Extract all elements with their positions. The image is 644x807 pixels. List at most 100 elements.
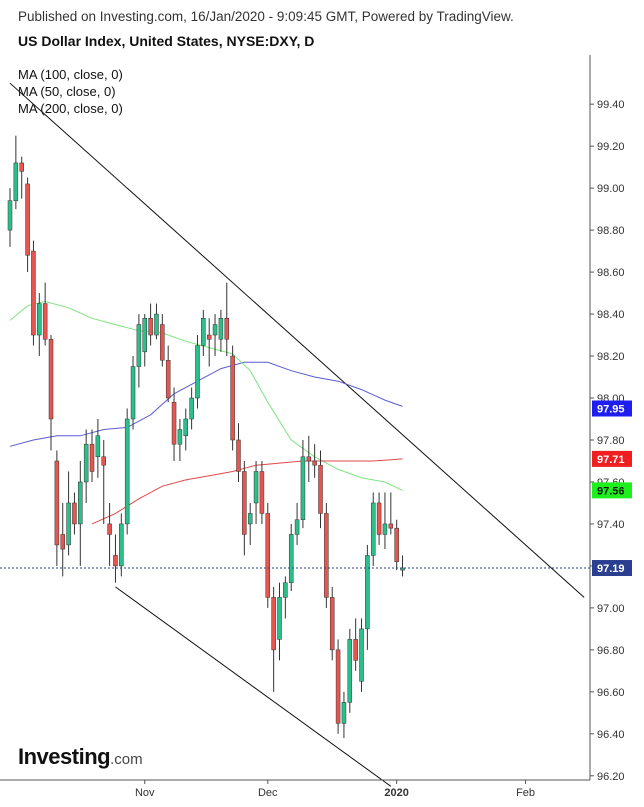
candle-body [25, 183, 30, 256]
candle-body [136, 324, 142, 367]
candle [113, 534, 118, 583]
candle-body [353, 639, 358, 661]
candle [7, 188, 13, 247]
price-tag: 97.71 [592, 450, 632, 467]
candle-body [277, 597, 282, 640]
candle-body [54, 460, 60, 546]
candle-body [329, 597, 335, 651]
price-tag: 97.95 [592, 400, 632, 417]
axes: 96.2096.4096.6096.8097.0097.2097.4097.60… [0, 55, 625, 799]
candle [341, 691, 347, 739]
x-tick-label: Feb [516, 787, 535, 799]
logo-main: Investing [18, 744, 111, 769]
candle [318, 450, 323, 529]
candle-body [242, 471, 247, 535]
price-tag: 97.19 [592, 560, 632, 577]
logo-suffix: .com [110, 751, 143, 768]
candle [31, 240, 36, 346]
candle-body [148, 318, 153, 336]
candle [124, 408, 130, 535]
candle [95, 419, 101, 478]
candle-body [283, 582, 288, 598]
candle [306, 435, 312, 482]
price-tag-bg [592, 400, 632, 417]
legend-ma200: MA (200, close, 0) [18, 101, 123, 116]
candle-body [370, 502, 376, 556]
candle [370, 492, 376, 566]
candle [107, 502, 112, 566]
candle-body [101, 456, 106, 466]
candle [224, 282, 230, 357]
candle-body [359, 628, 364, 682]
candle-body [259, 471, 265, 514]
candle [171, 387, 177, 461]
candle [72, 492, 77, 535]
trendlines [9, 82, 585, 787]
candle-body [236, 439, 241, 472]
candle-body [271, 597, 276, 651]
chart-title: US Dollar Index, United States, NYSE:DXY… [18, 33, 315, 49]
price-tag-label: 97.19 [597, 563, 625, 575]
candle [271, 586, 276, 692]
candle-body [60, 534, 65, 550]
y-tick-label: 98.20 [597, 351, 625, 363]
candle-body [300, 456, 306, 520]
candle-body [19, 162, 24, 172]
candle [148, 303, 153, 346]
candle-body [253, 471, 259, 504]
legend-ma100: MA (100, close, 0) [18, 67, 123, 82]
trendline-upper [9, 82, 585, 598]
candle [347, 628, 353, 713]
candle [253, 460, 259, 524]
candle-body [177, 429, 183, 445]
candle-body [183, 418, 189, 437]
y-tick-label: 96.40 [597, 729, 625, 741]
candle-body [7, 200, 13, 231]
y-tick-label: 99.40 [597, 99, 625, 111]
ma100-line [9, 361, 403, 447]
candle [201, 309, 206, 357]
candle [189, 387, 194, 430]
candle-body [288, 534, 294, 583]
candle [365, 544, 370, 650]
candle-body [365, 555, 370, 630]
candle-body [142, 318, 147, 353]
candle [230, 345, 235, 451]
candle-body [37, 303, 42, 336]
candle-body [107, 523, 112, 535]
candle [312, 444, 317, 478]
candle [19, 156, 24, 199]
candle [130, 356, 136, 430]
candle-body [160, 324, 165, 361]
candle-body [400, 567, 405, 571]
y-tick-label: 99.20 [597, 141, 625, 153]
candlesticks [7, 135, 405, 739]
candle-body [165, 359, 171, 399]
candle-body [13, 162, 19, 201]
candle-body [78, 481, 83, 525]
x-tick-label: Nov [135, 787, 155, 799]
published-info: Published on Investing.com, 16/Jan/2020 … [18, 9, 514, 24]
candle [277, 582, 282, 661]
candle [400, 555, 405, 577]
ma200-line [91, 458, 403, 525]
candle-body [89, 443, 95, 472]
y-tick-label: 97.40 [597, 519, 625, 531]
legend-ma50: MA (50, close, 0) [18, 84, 116, 99]
candle [13, 135, 19, 210]
candle-body [265, 513, 271, 598]
candle-body [124, 418, 130, 525]
candle [212, 314, 218, 357]
candle-body [201, 318, 206, 346]
candle-body [195, 345, 200, 399]
trendline-lower [115, 586, 392, 787]
candle [236, 423, 241, 482]
candle-body [154, 313, 159, 336]
y-tick-label: 98.80 [597, 225, 625, 237]
candle [206, 318, 212, 367]
candle [37, 293, 42, 357]
ma-legend: MA (100, close, 0) MA (50, close, 0) MA … [18, 66, 123, 117]
candle-body [335, 649, 341, 724]
candle-body [218, 318, 224, 340]
